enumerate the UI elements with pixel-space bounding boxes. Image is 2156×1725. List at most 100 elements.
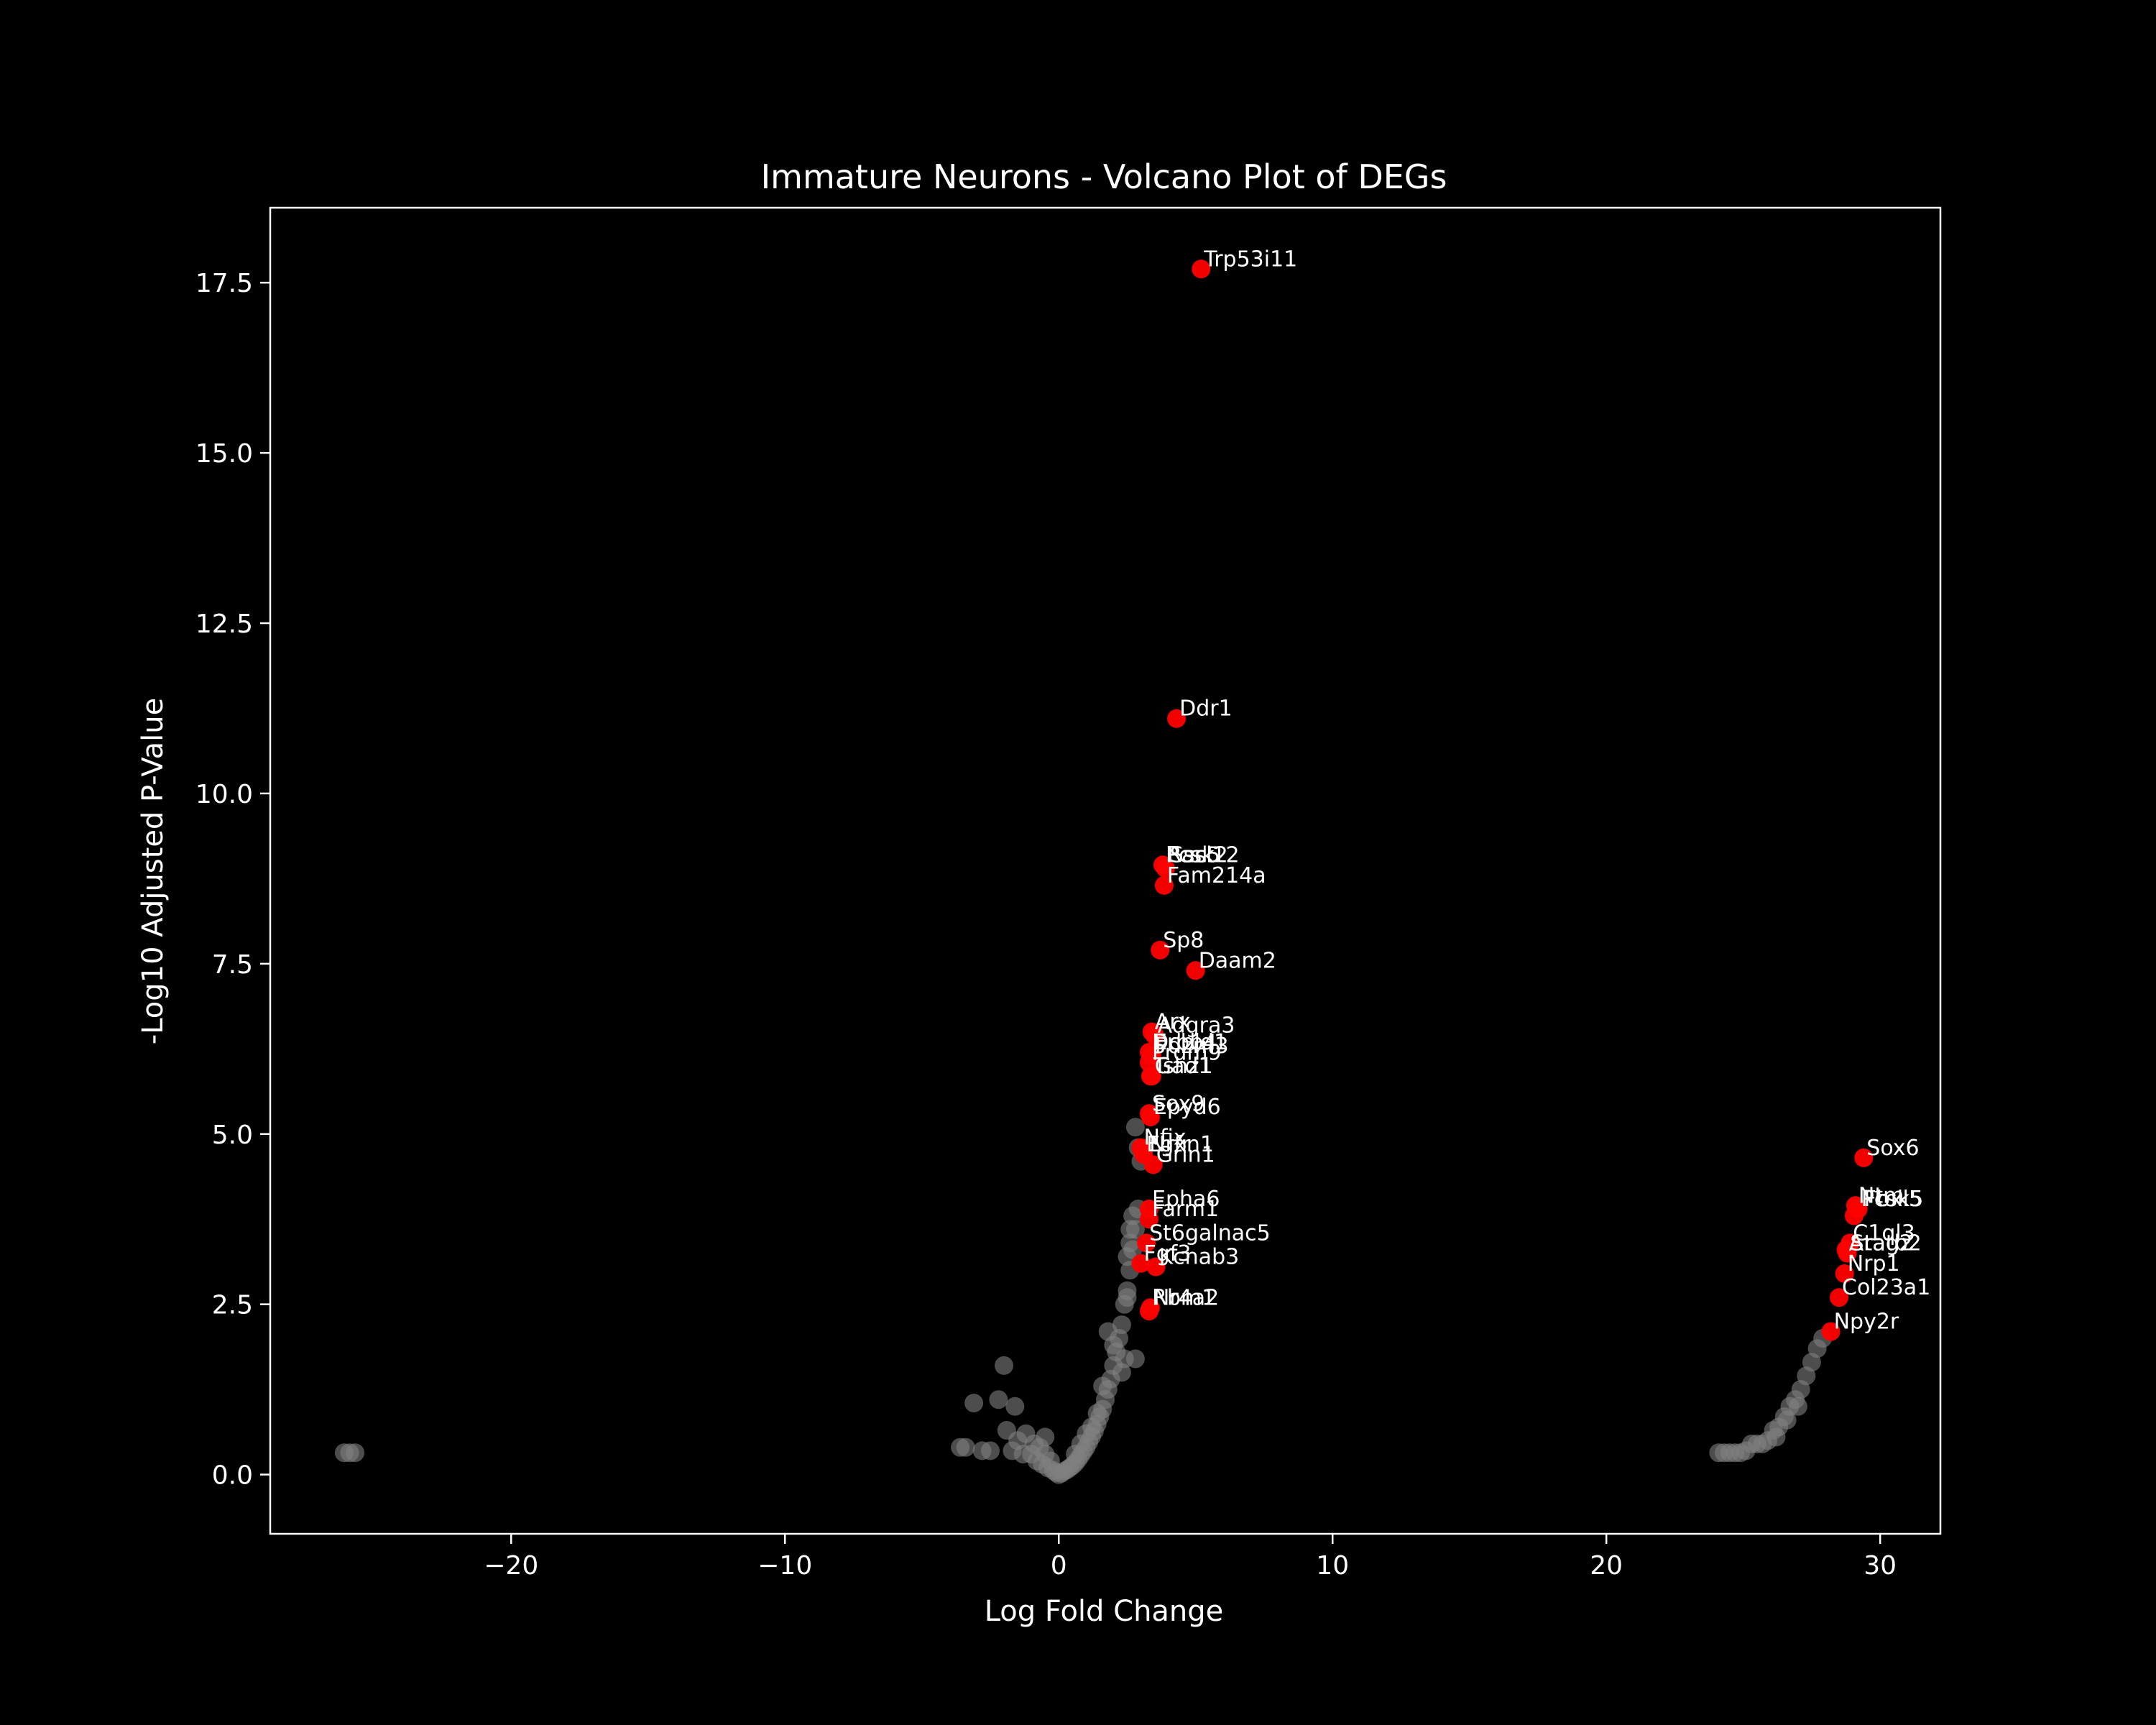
- gene-label-arx: Arx: [1155, 1010, 1191, 1035]
- significant-point-5: [1151, 940, 1170, 960]
- gene-label-fbxl5: Fbxl5: [1864, 1187, 1922, 1212]
- x-tick-label: 10: [1316, 1551, 1349, 1581]
- significant-point-1: [1167, 709, 1187, 728]
- gene-label-grin1: Grin1: [1156, 1142, 1215, 1167]
- y-axis-label: -Log10 Adjusted P-Value: [137, 698, 170, 1044]
- gene-label-adgra3: Adgra3: [1158, 1013, 1235, 1038]
- significant-point-18: [1143, 1155, 1163, 1174]
- gray-point-9: [995, 1356, 1013, 1375]
- gray-point-66: [1125, 1118, 1145, 1137]
- significant-point-20: [1140, 1210, 1158, 1229]
- gray-point-68: [1120, 1220, 1140, 1239]
- significant-point-0: [1192, 259, 1211, 279]
- gene-label-dcbld1: Dcbld1: [1152, 1030, 1227, 1055]
- gene-label-aratb2: Aratb2: [1849, 1231, 1922, 1256]
- gene-label-st6galnac5: St6galnac5: [1149, 1220, 1271, 1246]
- gene-label-ntm: Ntm: [1858, 1183, 1904, 1208]
- x-axis: −20 −10 0 10 20 30: [484, 1534, 1897, 1581]
- gene-label-kcnab3: Kcnab3: [1159, 1245, 1240, 1270]
- gray-point-96: [1766, 1427, 1786, 1447]
- y-tick-label: 12.5: [195, 610, 253, 639]
- x-tick-label: 0: [1051, 1551, 1067, 1581]
- gray-point-98: [1788, 1397, 1807, 1416]
- gene-label-farm1: Farm1: [1152, 1197, 1219, 1222]
- gene-label-c1ql3: C1ql3: [1853, 1220, 1915, 1246]
- gray-point-75: [1036, 1427, 1055, 1447]
- y-tick-label: 7.5: [212, 950, 253, 980]
- gray-point-97: [1777, 1410, 1797, 1430]
- plot-frame: [269, 206, 1942, 1535]
- gene-label-nrp1: Nrp1: [1848, 1251, 1900, 1276]
- significant-point-6: [1186, 961, 1205, 980]
- gene-label-nfix: Nfix: [1144, 1126, 1187, 1151]
- significant-point-33: [1835, 1264, 1854, 1283]
- gene-label-prdm9: Prdm9: [1152, 1040, 1222, 1065]
- significant-point-21: [1137, 1233, 1156, 1253]
- significant-point-35: [1821, 1322, 1841, 1341]
- gene-label-ssc5: Ssc5: [1170, 842, 1220, 868]
- gray-point-12: [1005, 1397, 1025, 1416]
- significant-point-13: [1142, 1067, 1161, 1086]
- gene-label-fam214a: Fam214a: [1167, 863, 1266, 888]
- gray-point-60: [1093, 1376, 1112, 1396]
- gene-label-sox9: Sox9: [1152, 1091, 1204, 1116]
- y-tick-label: 5.0: [212, 1121, 253, 1150]
- gene-label-pdzrn3: Pdzrn3: [1155, 1034, 1229, 1059]
- gray-point-69: [1118, 1288, 1137, 1307]
- gene-label-epha6: Epha6: [1152, 1187, 1220, 1212]
- significant-point-4: [1154, 875, 1174, 895]
- gene-label-rasl12: Rasl12: [1167, 842, 1240, 868]
- gray-point-8: [989, 1390, 1008, 1409]
- gene-label-epyd6: Epyd6: [1153, 1095, 1221, 1120]
- y-tick-label: 0.0: [212, 1461, 253, 1491]
- gray-point-63: [1120, 1233, 1140, 1253]
- gray-point-2: [346, 1443, 365, 1463]
- significant-point-3: [1156, 859, 1175, 878]
- gene-label-erbb4: Erbb4: [1153, 1030, 1217, 1055]
- significant-point-22: [1131, 1254, 1151, 1273]
- significant-point-34: [1830, 1288, 1848, 1307]
- chart-title: Immature Neurons - Volcano Plot of DEGs: [761, 157, 1447, 196]
- points-layer: [334, 259, 1874, 1484]
- y-tick-label: 17.5: [195, 269, 253, 298]
- gray-point-74: [1066, 1445, 1085, 1464]
- significant-point-32: [1838, 1243, 1857, 1263]
- gene-label-rbm1: Rbm1: [1152, 1285, 1215, 1310]
- gene-label-col23a1: Col23a1: [1842, 1275, 1930, 1300]
- x-tick-label: 20: [1590, 1551, 1623, 1581]
- gene-label-daam2: Daam2: [1199, 948, 1276, 973]
- x-tick-label: −10: [757, 1551, 812, 1581]
- y-tick-label: 2.5: [212, 1291, 253, 1320]
- x-axis-label: Log Fold Change: [985, 1595, 1224, 1628]
- significant-point-29: [1845, 1206, 1864, 1225]
- gene-label-nr4a2: Nr4a2: [1153, 1285, 1219, 1310]
- significant-point-26: [1854, 1148, 1874, 1167]
- gene-label-fgf3: Fgf3: [1144, 1241, 1192, 1266]
- x-tick-label: 30: [1864, 1551, 1897, 1581]
- gene-label-tshz1: Tshz1: [1153, 1054, 1213, 1079]
- gene-label-nrxn1: Nrxn1: [1149, 1132, 1214, 1157]
- gene-label-trp53i11: Trp53i11: [1203, 247, 1297, 272]
- gene-label-npy2r: Npy2r: [1834, 1310, 1899, 1335]
- gene-label-ddr1: Ddr1: [1179, 696, 1233, 722]
- gray-point-7: [981, 1441, 1000, 1460]
- gray-point-57: [1104, 1335, 1123, 1355]
- gray-point-4: [956, 1438, 975, 1457]
- gene-label-pcsk5: Pcsk5: [1861, 1187, 1924, 1212]
- significant-point-25: [1140, 1302, 1158, 1321]
- gene-label-sox6: Sox6: [1866, 1136, 1919, 1161]
- gene-label-stag2: Stag2: [1851, 1231, 1913, 1256]
- gene-label-gad1: Gad1: [1155, 1054, 1212, 1079]
- gene-label-sp8: Sp8: [1163, 928, 1204, 953]
- y-tick-label: 15.0: [195, 439, 253, 469]
- significant-point-23: [1146, 1257, 1166, 1276]
- gray-point-61: [1112, 1363, 1131, 1382]
- gray-point-59: [1125, 1349, 1145, 1368]
- gene-label-pcsk2: Pcsk2: [1166, 842, 1228, 868]
- y-tick-label: 10.0: [195, 780, 253, 809]
- gray-point-5: [964, 1394, 984, 1413]
- x-tick-label: −20: [484, 1551, 538, 1581]
- y-axis: 0.0 2.5 5.0 7.5 10.0 12.5 15.0 17.5: [195, 269, 270, 1491]
